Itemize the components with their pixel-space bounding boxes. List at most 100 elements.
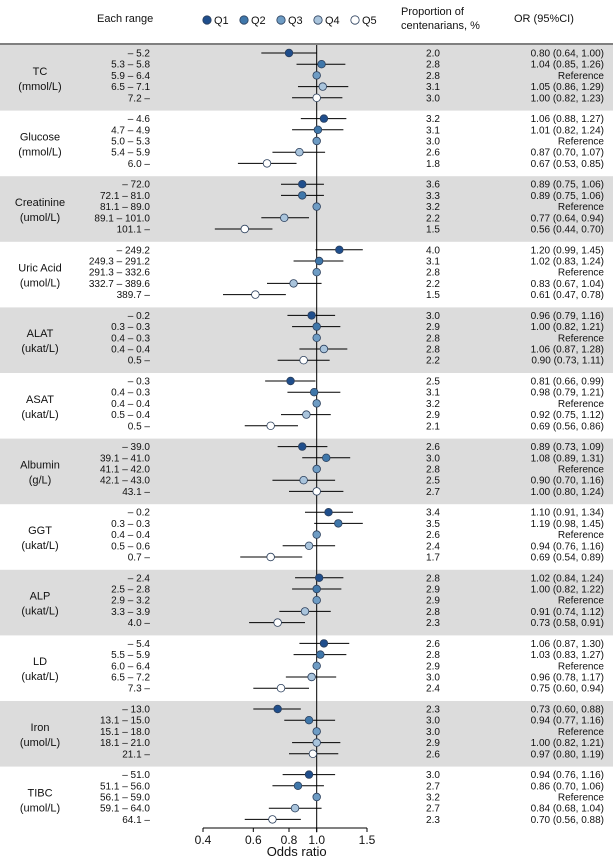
or-point-q2 [322, 453, 331, 462]
range-label: 15.1 – 18.0 [100, 727, 150, 738]
proportion-value: 3.0 [426, 311, 440, 322]
or-point-q5 [312, 487, 321, 496]
range-label: 0.5 – [128, 421, 151, 432]
or-ci-value: 0.73 (0.58, 0.91) [531, 618, 604, 629]
range-label: – 0.2 [128, 311, 151, 322]
or-point-q4 [280, 213, 289, 222]
range-label: 0.5 – 0.4 [111, 410, 150, 421]
proportion-value: 2.8 [426, 607, 440, 618]
or-point-q3 [312, 268, 321, 277]
or-ci-value: 0.80 (0.64, 1.00) [531, 49, 604, 60]
legend-label-q2: Q2 [251, 15, 266, 27]
proportion-value: 3.0 [426, 727, 440, 738]
or-point-q5 [273, 618, 282, 627]
proportion-value: 2.0 [426, 49, 440, 60]
proportion-value: 3.0 [426, 93, 440, 104]
or-point-q1 [319, 639, 329, 648]
marks-layer [214, 45, 363, 833]
legend-label-q1: Q1 [214, 15, 229, 27]
or-point-q2 [309, 388, 319, 397]
proportion-value: 2.7 [426, 804, 440, 815]
range-label: 0.4 – 0.4 [111, 399, 150, 410]
group-label: TIBC [27, 787, 52, 799]
group-label: LD [33, 656, 47, 668]
or-ci-value: 1.19 (0.98, 1.45) [531, 519, 604, 530]
group-unit: (mmol/L) [18, 81, 61, 93]
or-point-q5 [262, 159, 272, 168]
or-point-q4 [289, 279, 298, 288]
range-label: – 51.0 [122, 770, 150, 781]
proportion-value: 2.9 [426, 661, 440, 672]
or-point-q4 [312, 738, 321, 747]
or-ci-value: 0.73 (0.60, 0.88) [531, 705, 604, 716]
or-point-q1 [324, 508, 333, 517]
proportion-value: 2.4 [426, 541, 440, 552]
or-point-q3 [312, 792, 321, 802]
group-label: GGT [28, 525, 52, 537]
range-label: 2.5 – 2.8 [111, 585, 150, 596]
group-shade [0, 45, 613, 111]
or-point-q2 [313, 125, 323, 134]
range-label: 6.0 – 6.4 [111, 661, 150, 672]
group-shade [0, 176, 613, 242]
or-ci-value: Reference [558, 793, 605, 804]
legend: Q1 Q2 Q3 Q4 Q5 [202, 15, 377, 27]
or-ci-value: 1.00 (0.82, 1.22) [531, 585, 604, 596]
header-each-range: Each range [97, 13, 153, 25]
range-label: 21.1 – [122, 749, 150, 760]
range-label: 101.1 – [117, 225, 151, 236]
proportion-value: 3.1 [426, 257, 440, 268]
or-point-q2 [317, 59, 326, 69]
group-unit: (ukat/L) [21, 540, 58, 552]
or-ci-value: 0.92 (0.75, 1.12) [531, 410, 604, 421]
or-point-q5 [276, 684, 286, 693]
or-point-q4 [300, 607, 310, 616]
range-label: 7.3 – [128, 684, 151, 695]
range-label: 51.1 – 56.0 [100, 781, 150, 792]
range-label: – 72.0 [122, 180, 150, 191]
or-ci-value: 0.97 (0.80, 1.19) [531, 749, 604, 760]
proportion-value: 2.5 [426, 377, 440, 388]
or-point-q5 [308, 749, 318, 758]
or-ci-value: 0.94 (0.76, 1.16) [531, 770, 604, 781]
group-label: Glucose [20, 131, 60, 143]
legend-marker-q4 [313, 15, 323, 25]
proportion-value: 3.0 [426, 453, 440, 464]
proportion-value: 1.5 [426, 290, 440, 301]
range-label: 6.5 – 7.1 [111, 82, 150, 93]
proportion-value: 2.4 [426, 684, 440, 695]
legend-marker-q5 [350, 15, 360, 25]
or-point-q5 [312, 93, 321, 102]
or-point-q4 [299, 476, 308, 485]
or-ci-value: 1.02 (0.84, 1.24) [531, 573, 604, 584]
proportion-value: 2.8 [426, 268, 440, 279]
or-point-q4 [304, 541, 314, 550]
range-label: 291.3 – 332.6 [89, 268, 151, 279]
range-label: 39.1 – 41.0 [100, 453, 150, 464]
proportion-value: 2.9 [426, 322, 440, 333]
range-label: 7.2 – [128, 93, 151, 104]
or-point-q2 [312, 584, 321, 594]
proportion-value: 2.2 [426, 356, 440, 367]
group-unit: (umol/L) [20, 212, 60, 224]
legend-label-q5: Q5 [362, 15, 377, 27]
range-label: 43.1 – [122, 487, 150, 498]
proportion-value: 2.8 [426, 71, 440, 82]
proportion-value: 2.8 [426, 573, 440, 584]
or-point-q4 [318, 82, 327, 91]
proportion-value: 2.6 [426, 639, 440, 650]
proportion-value: 3.2 [426, 114, 440, 125]
proportion-value: 2.3 [426, 815, 440, 826]
group-unit: (ukat/L) [21, 671, 58, 683]
group-label: Uric Acid [18, 263, 61, 275]
or-ci-value: 0.94 (0.77, 1.16) [531, 716, 604, 727]
legend-label-q3: Q3 [288, 15, 303, 27]
group-label: ALP [30, 591, 51, 603]
or-point-q1 [319, 114, 329, 123]
or-point-q2 [316, 650, 325, 659]
proportion-value: 3.5 [426, 519, 440, 530]
group-shade [0, 569, 613, 636]
rows-layer: TC (mmol/L) – 5.2 2.0 0.80 (0.64, 1.00) 5.3 –… [15, 49, 605, 826]
or-ci-value: 0.67 (0.53, 0.85) [531, 159, 604, 170]
or-point-q1 [304, 770, 314, 779]
